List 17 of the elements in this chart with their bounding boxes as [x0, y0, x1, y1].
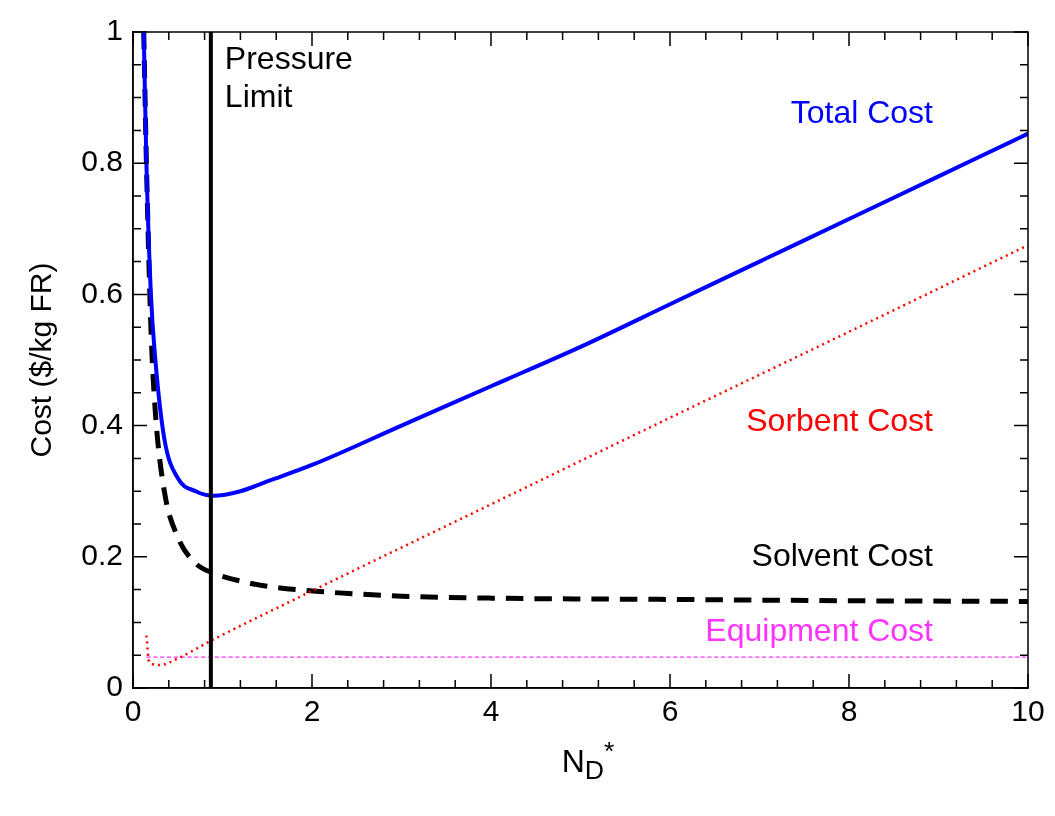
- x-tick-label: 2: [303, 694, 321, 728]
- series-label: Total Cost: [790, 93, 934, 130]
- x-tick-label: 6: [661, 694, 679, 728]
- series-label: Solvent Cost: [751, 536, 934, 573]
- y-tick-label: 1: [106, 13, 123, 47]
- y-tick-label: 0.2: [81, 538, 123, 572]
- x-tick-label: 8: [840, 694, 858, 728]
- y-axis-title: Cost ($/kg FR): [24, 262, 58, 458]
- ref-line-label: Pressure Limit: [224, 39, 353, 114]
- y-tick-label: 0.4: [81, 406, 123, 440]
- x-tick-label: 10: [1011, 694, 1045, 728]
- y-tick-label: 0.8: [81, 144, 123, 178]
- y-tick-label: 0.6: [81, 275, 123, 309]
- series-label: Equipment Cost: [705, 612, 934, 649]
- x-tick-label: 4: [482, 694, 500, 728]
- y-tick-label: 0: [106, 669, 123, 703]
- series-label: Sorbent Cost: [746, 402, 934, 439]
